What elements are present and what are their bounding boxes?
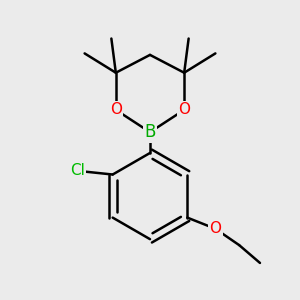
- Text: O: O: [209, 221, 221, 236]
- Text: O: O: [110, 102, 122, 117]
- Text: B: B: [144, 123, 156, 141]
- Text: Cl: Cl: [70, 163, 85, 178]
- Text: O: O: [178, 102, 190, 117]
